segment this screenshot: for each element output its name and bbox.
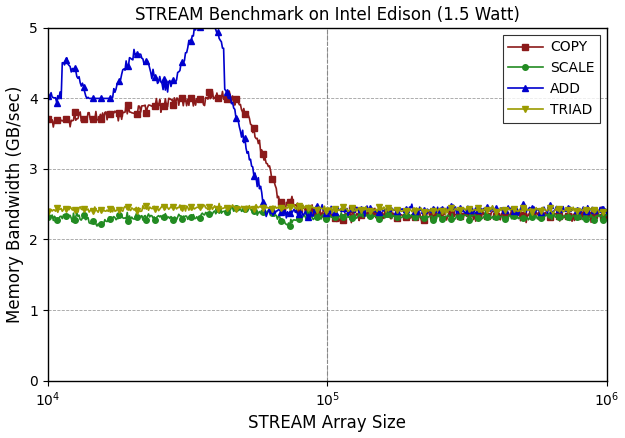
SCALE — [315, 211, 322, 216]
SCALE — [312, 214, 319, 219]
COPY — [504, 210, 512, 215]
SCALE — [349, 216, 356, 221]
ADD — [315, 208, 322, 214]
COPY — [379, 211, 386, 216]
Title: STREAM Benchmark on Intel Edison (1.5 Watt): STREAM Benchmark on Intel Edison (1.5 Wa… — [135, 6, 520, 24]
ADD — [592, 211, 599, 216]
TRIAD — [44, 210, 51, 215]
COPY — [592, 212, 599, 217]
ADD — [603, 211, 611, 216]
COPY — [349, 207, 356, 212]
TRIAD — [603, 208, 611, 213]
TRIAD — [348, 206, 355, 212]
ADD — [379, 208, 386, 214]
Line: ADD: ADD — [45, 14, 609, 223]
TRIAD — [592, 209, 599, 215]
TRIAD — [378, 205, 386, 210]
Line: TRIAD: TRIAD — [45, 201, 609, 217]
TRIAD — [216, 201, 223, 206]
X-axis label: STREAM Array Size: STREAM Array Size — [248, 414, 406, 432]
SCALE — [504, 214, 512, 219]
SCALE — [603, 212, 611, 218]
SCALE — [246, 204, 253, 209]
TRIAD — [442, 212, 449, 217]
Line: COPY: COPY — [45, 88, 609, 226]
ADD — [306, 218, 314, 223]
COPY — [314, 209, 321, 215]
SCALE — [97, 224, 104, 230]
COPY — [44, 117, 51, 122]
TRIAD — [504, 206, 512, 212]
Y-axis label: Memory Bandwidth (GB/sec): Memory Bandwidth (GB/sec) — [6, 85, 24, 323]
Line: SCALE: SCALE — [45, 204, 609, 230]
ADD — [44, 93, 51, 99]
ADD — [200, 14, 208, 20]
SCALE — [379, 214, 386, 219]
COPY — [348, 220, 355, 225]
SCALE — [592, 214, 599, 219]
TRIAD — [314, 205, 321, 211]
COPY — [311, 206, 318, 211]
ADD — [312, 210, 319, 215]
ADD — [504, 203, 512, 208]
COPY — [226, 88, 233, 94]
TRIAD — [311, 205, 318, 211]
ADD — [349, 205, 356, 211]
SCALE — [44, 214, 51, 219]
COPY — [603, 212, 611, 218]
Legend: COPY, SCALE, ADD, TRIAD: COPY, SCALE, ADD, TRIAD — [503, 35, 600, 123]
